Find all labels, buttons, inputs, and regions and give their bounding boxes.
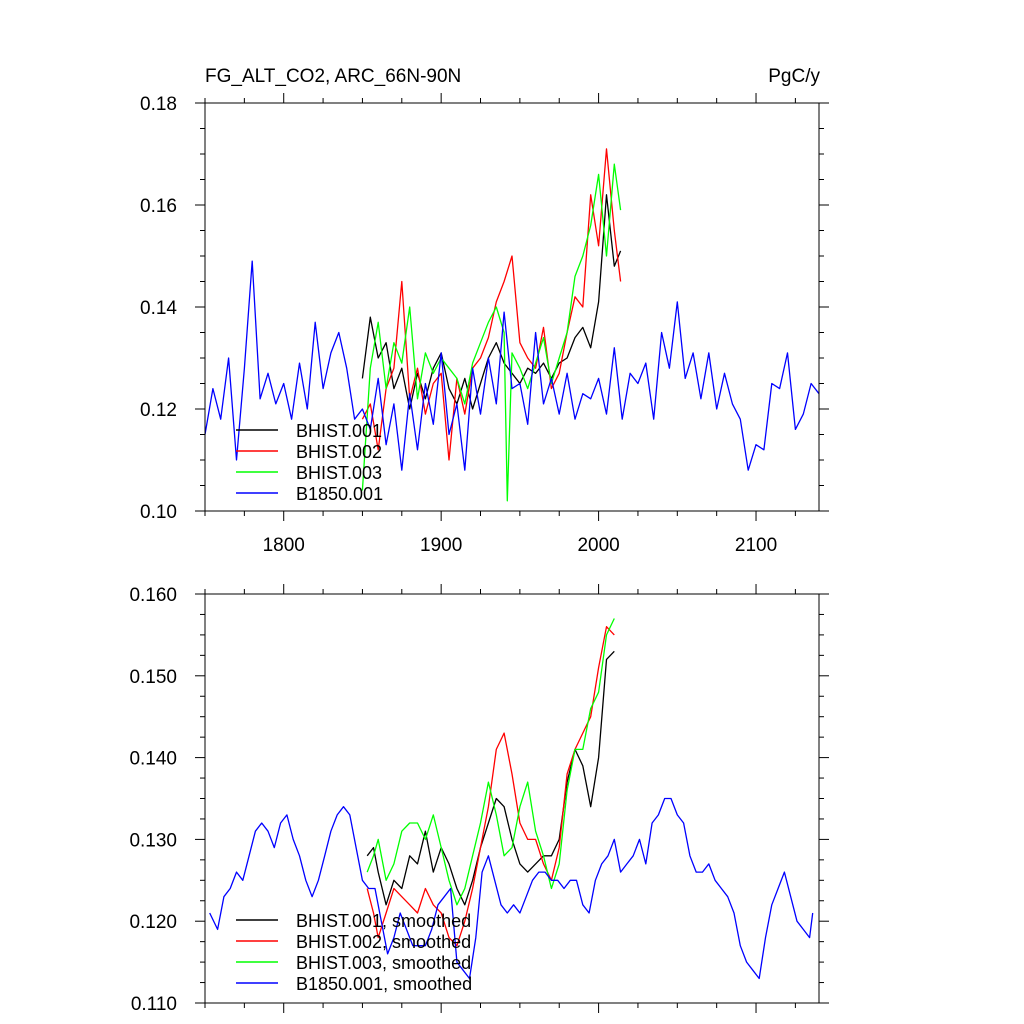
x-tick-label: 1800: [263, 535, 305, 556]
series-line-1: [361, 194, 622, 410]
top-panel: FG_ALT_CO2, ARC_66N-90N PgC/y 0.100.120.…: [140, 66, 829, 556]
x-tick-label: 2000: [577, 535, 619, 556]
top-plot-frame: [204, 102, 820, 512]
series-line-4: [204, 260, 820, 471]
y-tick-label: 0.10: [140, 502, 177, 523]
series-line-3: [361, 163, 622, 502]
y-tick-label: 0.140: [129, 749, 177, 770]
legend-label: BHIST.001, smoothed: [296, 911, 471, 931]
series-line-2: [361, 148, 622, 461]
panel-title: FG_ALT_CO2, ARC_66N-90N: [205, 66, 461, 87]
top-plot-series: [204, 148, 820, 502]
bottom-plot-frame: [204, 593, 820, 1004]
bottom-axis-ticks: 0.110 0.120 0.130 0.140 0.150 0.160: [129, 584, 829, 1015]
legend-label: BHIST.002: [296, 442, 382, 462]
bottom-plot-series: [209, 618, 814, 980]
y-tick-label: 0.12: [140, 400, 177, 421]
y-tick-label: 0.130: [129, 830, 177, 851]
x-tick-label: 2100: [735, 535, 777, 556]
y-tick-label: 0.14: [140, 298, 177, 319]
series-line-4: [209, 797, 814, 980]
legend-label: BHIST.003: [296, 463, 382, 483]
x-tick-label: 1900: [420, 535, 462, 556]
series-line-3: [366, 618, 615, 906]
y-tick-label: 0.18: [140, 94, 177, 115]
legend-label: BHIST.003, smoothed: [296, 953, 471, 973]
bottom-panel: 0.110 0.120 0.130 0.140 0.150 0.160 BHIST.001…: [129, 584, 829, 1015]
y-tick-label: 0.160: [129, 585, 177, 606]
legend-label: B1850.001, smoothed: [296, 974, 472, 994]
y-tick-label: 0.16: [140, 196, 177, 217]
legend-label: BHIST.002, smoothed: [296, 932, 471, 952]
y-tick-label: 0.150: [129, 667, 177, 688]
legend-label: BHIST.001: [296, 421, 382, 441]
y-tick-label: 0.110: [131, 994, 177, 1015]
legend-label: B1850.001: [296, 484, 383, 504]
y-tick-label: 0.120: [129, 912, 177, 933]
series-line-2: [366, 626, 615, 947]
top-axis-ticks: 0.10 0.12 0.14 0.16 0.18 1800 1900 2000 2100: [140, 93, 829, 556]
units-label: PgC/y: [768, 66, 820, 87]
